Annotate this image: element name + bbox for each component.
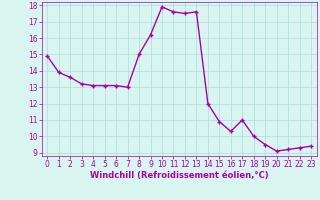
X-axis label: Windchill (Refroidissement éolien,°C): Windchill (Refroidissement éolien,°C) [90, 171, 268, 180]
